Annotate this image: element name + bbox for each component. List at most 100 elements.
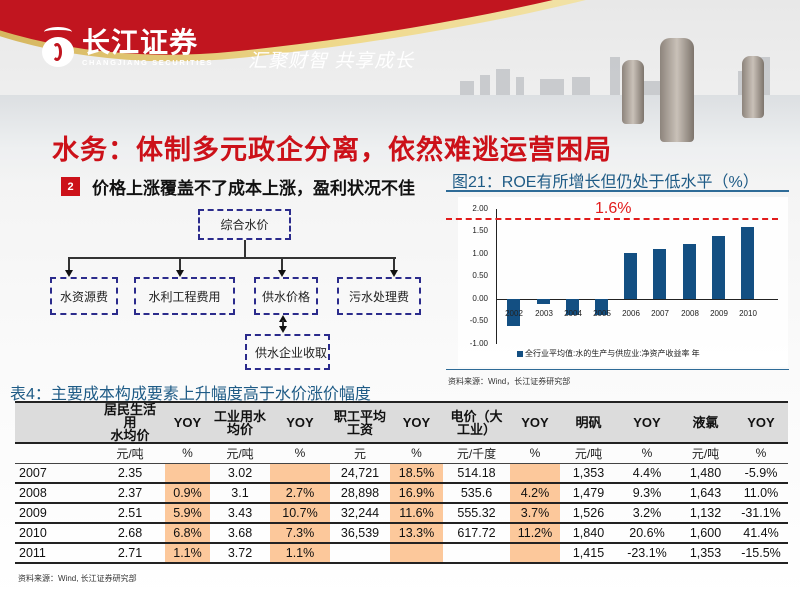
table-cell xyxy=(510,463,560,484)
bar-2004 xyxy=(566,299,579,315)
x-tick: 2003 xyxy=(535,309,553,318)
column-header: 明矾 xyxy=(560,401,617,444)
chess-king-left-image xyxy=(622,60,644,124)
table-cell: 32,244 xyxy=(330,503,390,524)
table-cell: 18.5% xyxy=(390,463,443,484)
table-cell xyxy=(510,543,560,564)
unit-cell: 元/吨 xyxy=(560,443,617,464)
table-cell: 4.2% xyxy=(510,483,560,504)
year-cell: 2007 xyxy=(15,463,95,484)
table-cell: 36,539 xyxy=(330,523,390,544)
y-tick: 0.50 xyxy=(472,271,488,280)
diagram-node-collected-by-supplier: 供水企业收取 xyxy=(245,334,330,370)
bar-2009 xyxy=(712,236,725,299)
unit-cell: 元/千度 xyxy=(443,443,510,464)
table-row: 2011 2.71 1.1% 3.72 1.1% 1,415 -23.1% 1,… xyxy=(15,543,788,564)
chess-king-right-image xyxy=(742,56,764,118)
table-cell: 41.4% xyxy=(734,523,788,544)
unit-cell: 元/吨 xyxy=(677,443,734,464)
table-cell: 11.0% xyxy=(734,483,788,504)
table-cell: 1,415 xyxy=(560,543,617,564)
chart-title-divider xyxy=(446,190,789,192)
table-cell: 3.02 xyxy=(210,463,270,484)
table-cell: 11.2% xyxy=(510,523,560,544)
table-row: 2009 2.51 5.9% 3.43 10.7% 32,244 11.6% 5… xyxy=(15,503,788,524)
connector-line xyxy=(68,257,396,259)
x-tick: 2007 xyxy=(651,309,669,318)
legend-label: 全行业平均值:水的生产与供应业:净资产收益率 年 xyxy=(525,349,700,358)
table-cell: 3.72 xyxy=(210,543,270,564)
table-cell: 1,353 xyxy=(677,543,734,564)
y-tick: 1.00 xyxy=(472,249,488,258)
table-cell: 1,643 xyxy=(677,483,734,504)
year-cell: 2011 xyxy=(15,543,95,564)
table-cell: 3.7% xyxy=(510,503,560,524)
table-cell: 24,721 xyxy=(330,463,390,484)
table-cell: 2.37 xyxy=(95,483,165,504)
table-cell: 1,526 xyxy=(560,503,617,524)
chart-bottom-divider xyxy=(446,369,789,370)
table-cell: 1.1% xyxy=(165,543,210,564)
x-tick: 2002 xyxy=(505,309,523,318)
chess-king-center-image xyxy=(660,38,694,142)
arrow-down-icon xyxy=(279,326,287,333)
connector-line xyxy=(68,257,70,272)
arrow-down-icon xyxy=(390,270,398,277)
roe-bar-chart: 2.00 1.50 1.00 0.50 0.00 -0.50 -1.00 200… xyxy=(458,197,788,367)
y-tick: -0.50 xyxy=(469,316,488,325)
page-title: 水务：体制多元政企分离，依然难逃运营困局 xyxy=(52,135,612,165)
section-heading-text: 价格上涨覆盖不了成本上涨，盈利状况不佳 xyxy=(92,179,415,198)
column-header: YOY xyxy=(390,401,443,444)
table-row: 2008 2.37 0.9% 3.1 2.7% 28,898 16.9% 535… xyxy=(15,483,788,504)
slogan: 汇聚财智 共享成长 xyxy=(248,51,415,72)
connector-line xyxy=(393,257,395,272)
diagram-node-water-resource-fee: 水资源费 xyxy=(50,277,118,315)
table-cell: 2.71 xyxy=(95,543,165,564)
column-header xyxy=(15,401,95,444)
table-cell: 1,840 xyxy=(560,523,617,544)
company-logo: 长江证券 CHANGJIANG SECURITIES xyxy=(40,27,213,67)
unit-cell: % xyxy=(270,443,330,464)
table-cell: 617.72 xyxy=(443,523,510,544)
table-cell: 7.3% xyxy=(270,523,330,544)
table-cell: 3.2% xyxy=(617,503,677,524)
year-cell: 2009 xyxy=(15,503,95,524)
table-cell: 1,479 xyxy=(560,483,617,504)
year-cell: 2008 xyxy=(15,483,95,504)
unit-cell: % xyxy=(165,443,210,464)
table-cell: 13.3% xyxy=(390,523,443,544)
table-cell: 9.3% xyxy=(617,483,677,504)
arrow-down-icon xyxy=(278,270,286,277)
unit-cell: 元/吨 xyxy=(95,443,165,464)
table-cell: 1,353 xyxy=(560,463,617,484)
x-tick: 2010 xyxy=(739,309,757,318)
column-header: 居民生活用 水均价 xyxy=(95,401,165,444)
table-title: 表4：主要成本构成要素上升幅度高于水价涨价幅度 xyxy=(10,386,371,403)
bar-2005 xyxy=(595,299,608,315)
table-cell: -23.1% xyxy=(617,543,677,564)
logo-chinese-name: 长江证券 xyxy=(82,25,199,59)
connector-line xyxy=(282,320,284,328)
table-cell: -5.9% xyxy=(734,463,788,484)
table-row: 2010 2.68 6.8% 3.68 7.3% 36,539 13.3% 61… xyxy=(15,523,788,544)
column-header: YOY xyxy=(734,401,788,444)
cost-components-table: 居民生活用 水均价 YOY 工业用水 均价 YOY 职工平均 工资 YOY 电价（大工… xyxy=(15,401,788,564)
table-cell: 1,480 xyxy=(677,463,734,484)
column-header: 职工平均 工资 xyxy=(330,401,390,444)
diagram-node-water-conservancy-fee: 水利工程费用 xyxy=(134,277,235,315)
arrow-down-icon xyxy=(65,270,73,277)
table-cell xyxy=(165,463,210,484)
table-cell: 6.8% xyxy=(165,523,210,544)
table-row: 2007 2.35 3.02 24,721 18.5% 514.18 1,353… xyxy=(15,463,788,484)
chart-legend: 全行业平均值:水的生产与供应业:净资产收益率 年 xyxy=(517,348,700,359)
column-header: YOY xyxy=(165,401,210,444)
table-cell: 4.4% xyxy=(617,463,677,484)
x-tick: 2004 xyxy=(564,309,582,318)
logo-english-name: CHANGJIANG SECURITIES xyxy=(82,57,214,67)
column-header: 液氯 xyxy=(677,401,734,444)
chart-source: 资料来源：Wind，长江证券研究部 xyxy=(448,377,571,386)
bar-2002 xyxy=(507,299,520,326)
y-tick: -1.00 xyxy=(469,339,488,348)
unit-cell: % xyxy=(617,443,677,464)
table-cell: 2.51 xyxy=(95,503,165,524)
